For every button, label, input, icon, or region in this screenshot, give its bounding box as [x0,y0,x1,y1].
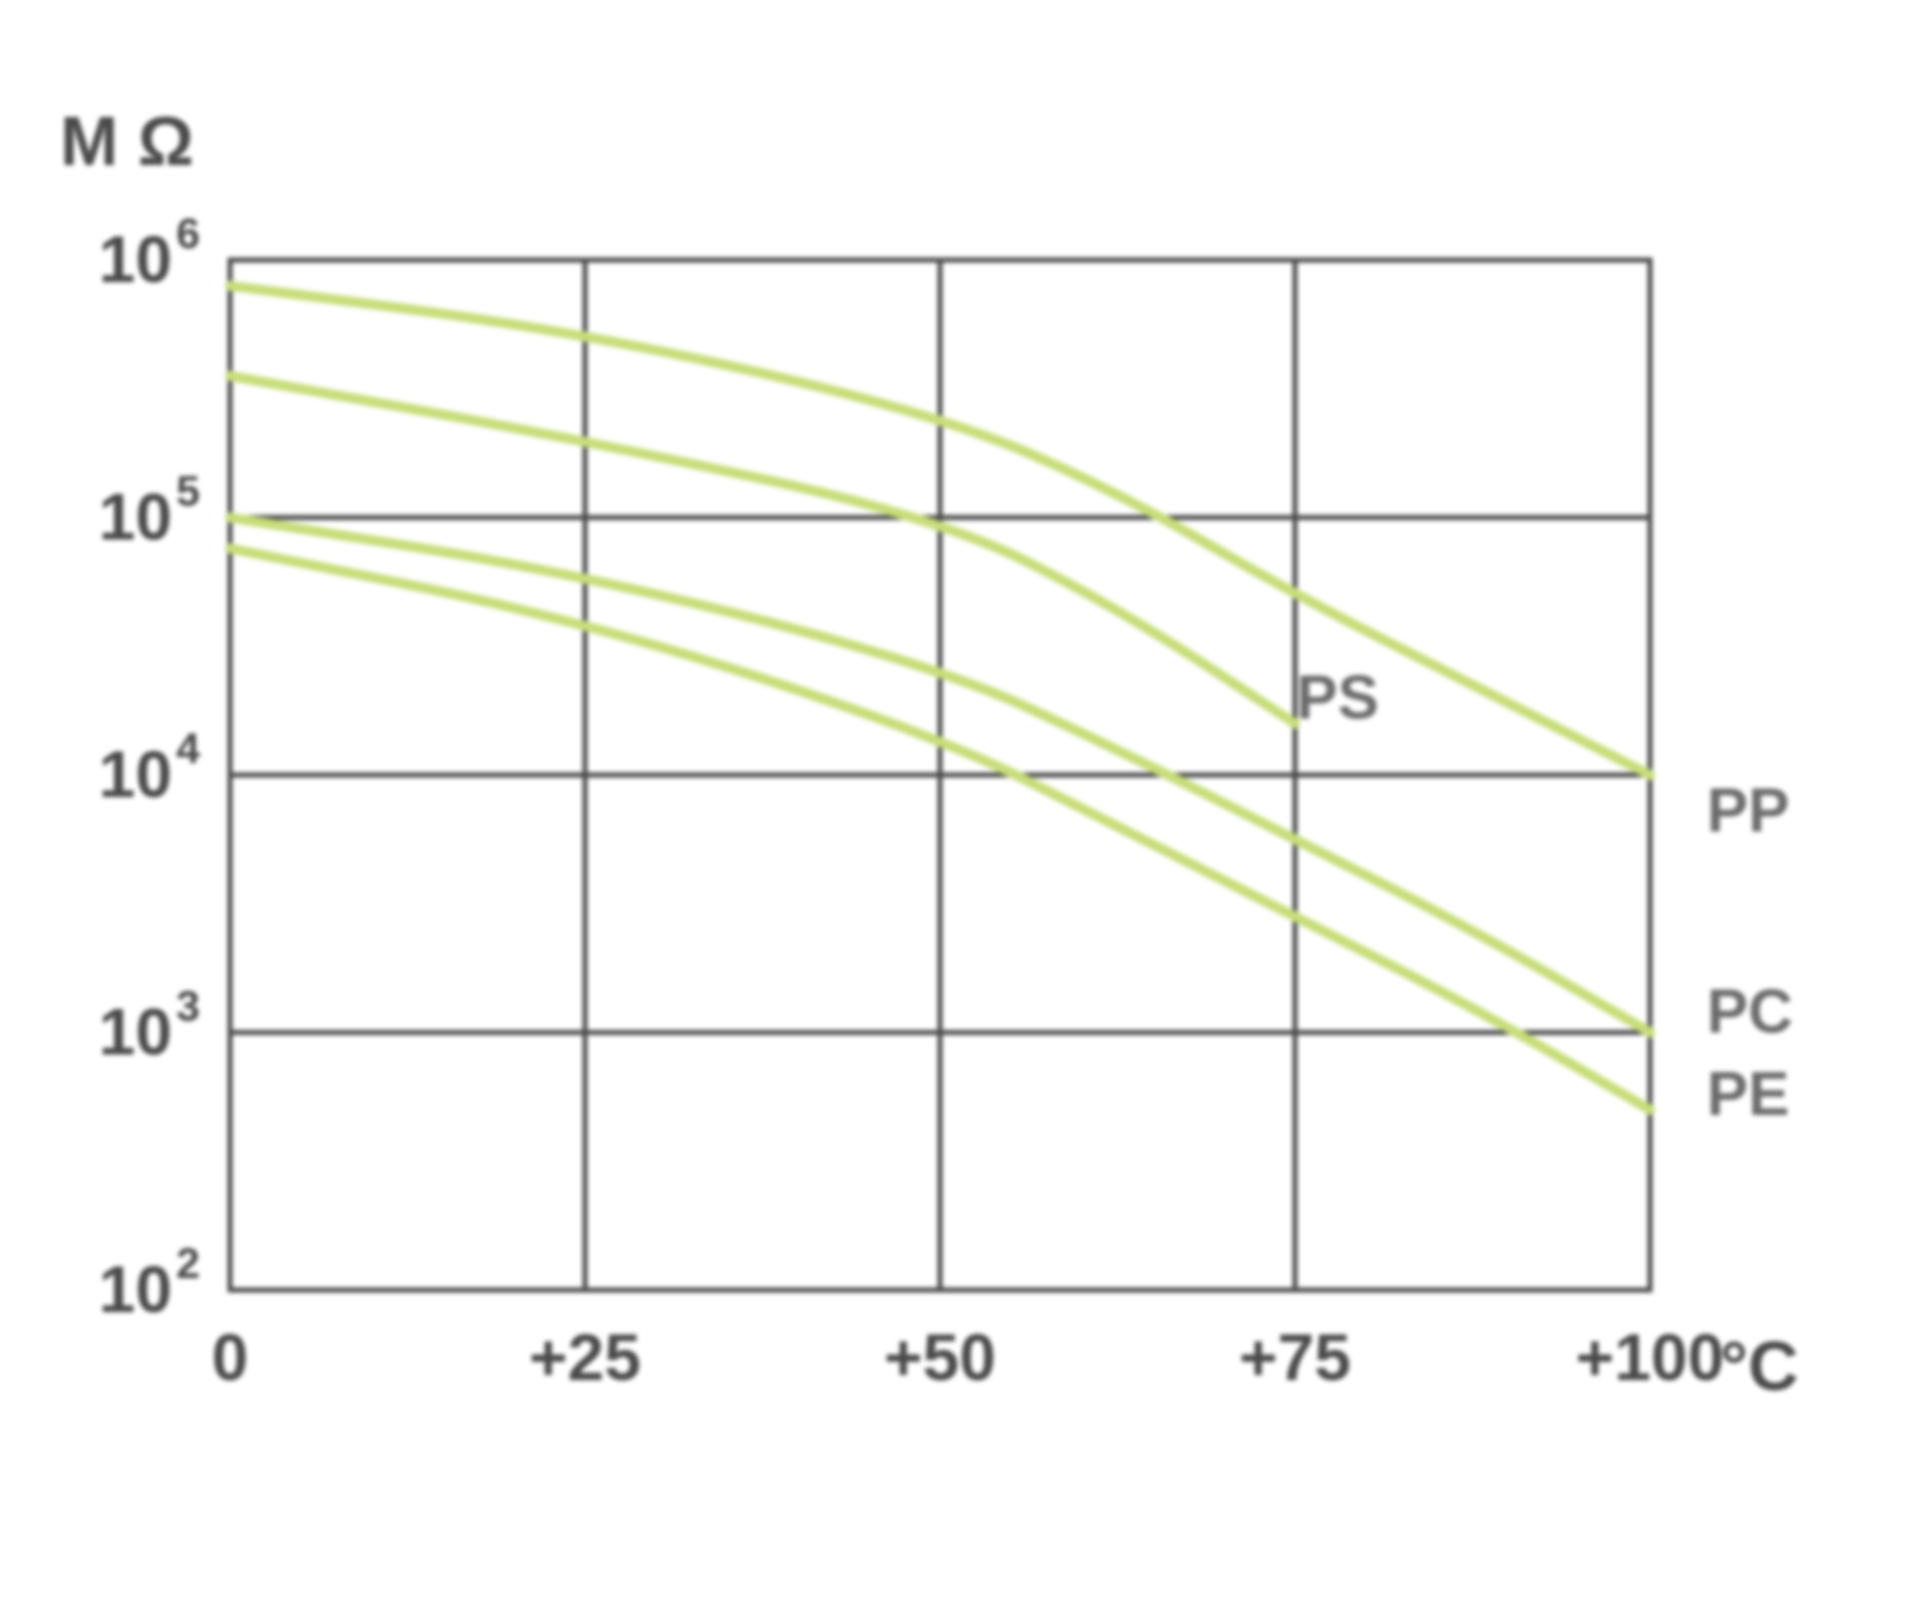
series-ps [230,376,1295,724]
y-tick-label: 104 [99,725,200,811]
series-label-pp: PP [1707,777,1790,846]
x-tick-label: +100 [1576,1320,1725,1394]
series-label-pc: PC [1707,978,1793,1047]
y-tick-label: 102 [99,1240,200,1326]
resistance-vs-temperature-chart: M Ω 102 103 104 105 106 0 +25 +50 +75 +100°C PS PP PC… [0,0,1920,1610]
chart-container: M Ω 102 103 104 105 106 0 +25 +50 +75 +100°C PS PP PC… [0,0,1920,1610]
series-label-pe: PE [1707,1060,1790,1129]
y-axis-unit: M Ω [60,102,194,180]
x-tick-label: +75 [1239,1320,1351,1394]
x-tick-label: +50 [884,1320,996,1394]
y-tick-label: 106 [99,210,200,296]
y-tick-label: 105 [99,468,200,554]
x-tick-label: +25 [529,1320,641,1394]
x-axis-unit: °C [1720,1327,1799,1405]
y-tick-label: 103 [99,983,200,1069]
x-tick-label: 0 [212,1320,249,1394]
series-label-ps: PS [1296,663,1379,732]
